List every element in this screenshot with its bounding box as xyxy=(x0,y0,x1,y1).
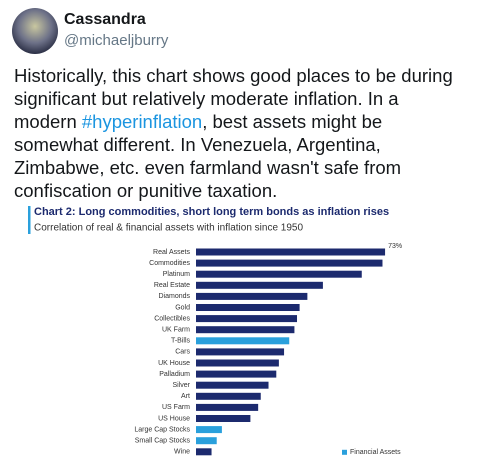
category-label: Real Assets xyxy=(153,249,190,256)
tweet-text: Historically, this chart shows good plac… xyxy=(14,64,453,202)
category-label: Commodities xyxy=(149,260,190,267)
bar xyxy=(196,348,285,356)
category-label: Art xyxy=(181,393,190,400)
category-label: US House xyxy=(158,415,190,422)
category-label: Silver xyxy=(172,382,190,389)
chart-title: Chart 2: Long commodities, short long te… xyxy=(34,206,389,218)
category-label: Platinum xyxy=(163,271,190,278)
legend-label: Financial Assets xyxy=(350,449,401,456)
bar xyxy=(196,426,222,434)
bar xyxy=(196,359,279,367)
text-segment: , best assets might be xyxy=(202,111,383,132)
bar xyxy=(196,370,277,378)
title-accent xyxy=(28,206,31,234)
bar xyxy=(196,337,290,345)
bar xyxy=(196,281,323,289)
category-label: Collectibles xyxy=(154,315,190,322)
text-segment: modern xyxy=(14,111,82,132)
category-label: Cars xyxy=(175,349,190,356)
display-name[interactable]: Cassandra xyxy=(64,11,146,28)
text-line: Zimbabwe, etc. even farmland wasn't safe… xyxy=(14,157,402,178)
category-label: Diamonds xyxy=(158,293,190,300)
chart-subtitle: Correlation of real & financial assets w… xyxy=(34,223,303,234)
bar xyxy=(196,315,298,323)
bar xyxy=(196,381,269,389)
text-line: confiscation or punitive taxation. xyxy=(14,180,278,201)
category-label: Gold xyxy=(175,304,190,311)
bar xyxy=(196,326,295,334)
category-label: UK House xyxy=(158,360,190,367)
bar xyxy=(196,270,362,278)
category-label: Small Cap Stocks xyxy=(135,438,191,445)
category-label: US Farm xyxy=(162,404,190,411)
text-line: Historically, this chart shows good plac… xyxy=(14,65,453,86)
bar xyxy=(196,248,386,256)
text-line: significant but relatively moderate infl… xyxy=(14,88,399,109)
hashtag[interactable]: #hyperinflation xyxy=(81,111,203,132)
bar xyxy=(196,304,300,311)
legend-swatch xyxy=(342,449,347,455)
category-label: Palladium xyxy=(159,371,190,378)
chart: Real Assets 73% Commodities Platinum Real Es… xyxy=(134,243,402,456)
avatar[interactable] xyxy=(12,8,58,54)
bar xyxy=(196,448,212,456)
bar xyxy=(196,292,308,300)
category-label: T-Bills xyxy=(171,338,191,345)
bar xyxy=(196,392,261,400)
value-label: 73% xyxy=(388,243,402,250)
category-label: Wine xyxy=(174,449,190,456)
bar xyxy=(196,437,217,445)
category-label: Large Cap Stocks xyxy=(134,426,190,433)
bar xyxy=(196,259,383,267)
text-line: somewhat different. In Venezuela, Argent… xyxy=(14,134,381,155)
text-line: modern #hyperinflation, best assets migh… xyxy=(14,110,453,133)
bar xyxy=(196,403,259,411)
category-label: UK Farm xyxy=(162,327,190,334)
handle[interactable]: @michaeljburry xyxy=(64,32,169,49)
category-label: Real Estate xyxy=(154,282,190,289)
bar xyxy=(196,415,251,422)
